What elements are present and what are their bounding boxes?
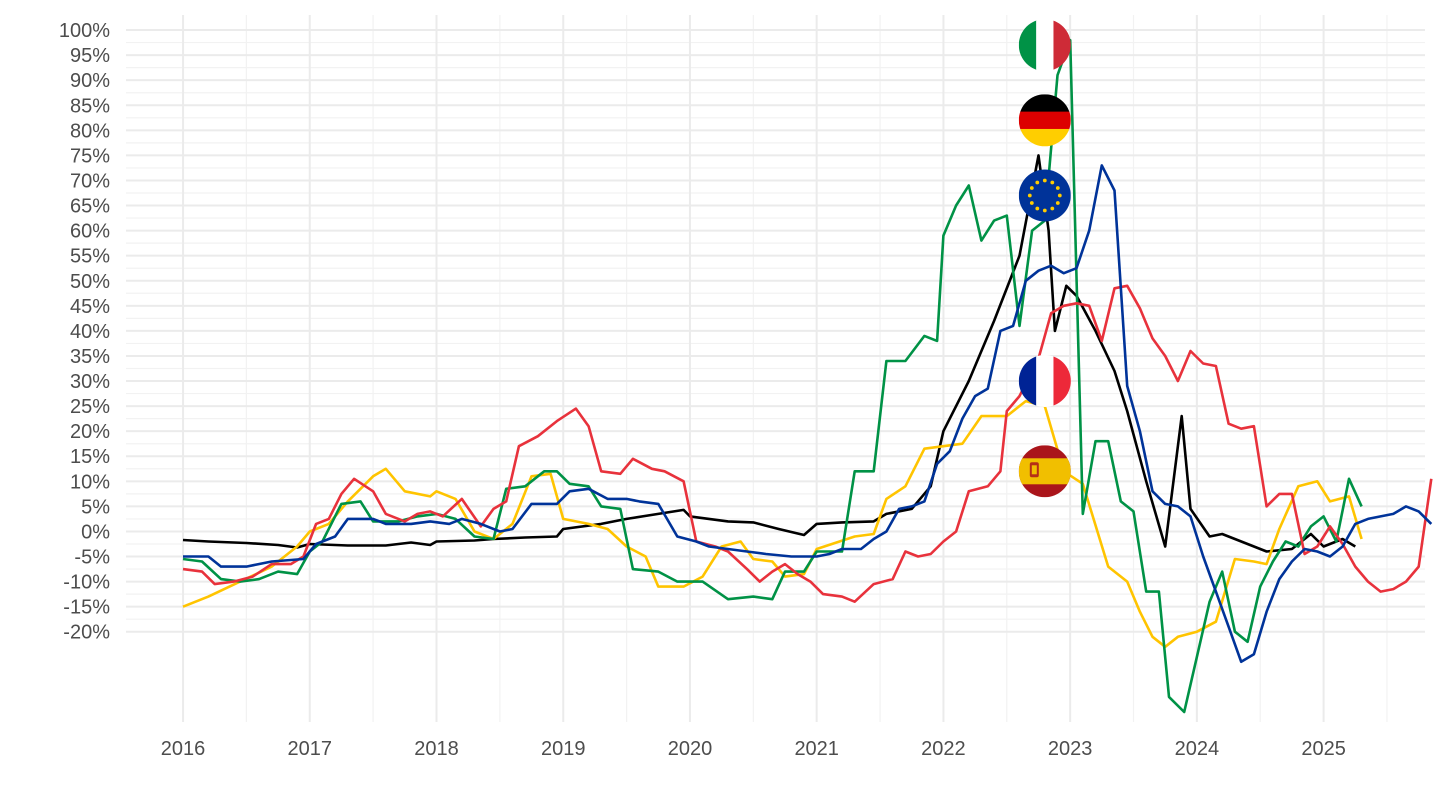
series-line-fr — [182, 284, 1433, 603]
x-tick-label: 2020 — [668, 738, 713, 760]
grid-minor — [126, 15, 1425, 722]
y-tick-label: 95% — [70, 45, 110, 67]
spain-flag-icon — [1018, 445, 1071, 498]
y-tick-label: 65% — [70, 196, 110, 218]
y-tick-label: 85% — [70, 95, 110, 117]
series-line-eu — [183, 164, 1433, 664]
x-tick-label: 2018 — [414, 738, 459, 760]
x-axis: 2016 2017 2018 2019 2020 2021 2022 2023 2024 2025 — [161, 738, 1346, 760]
y-tick-label: 5% — [81, 496, 110, 518]
y-tick-label: 40% — [70, 321, 110, 343]
y-tick-label: -10% — [63, 572, 110, 594]
y-tick-label: 20% — [70, 421, 110, 443]
x-tick-label: 2021 — [794, 738, 839, 760]
y-tick-label: 80% — [70, 120, 110, 142]
series-lines — [182, 38, 1433, 714]
y-tick-label: -5% — [74, 547, 110, 569]
series-line-it — [182, 38, 1363, 714]
y-tick-label: 90% — [70, 70, 110, 92]
y-tick-label: 30% — [70, 371, 110, 393]
x-tick-label: 2025 — [1301, 738, 1346, 760]
y-tick-label: -15% — [63, 597, 110, 619]
y-tick-label: 0% — [81, 521, 110, 543]
y-tick-label: 10% — [70, 471, 110, 493]
france-flag-icon — [1018, 355, 1071, 408]
x-tick-label: 2019 — [541, 738, 586, 760]
germany-flag-icon — [1018, 94, 1071, 147]
series-line-es — [182, 399, 1363, 649]
y-tick-label: 25% — [70, 396, 110, 418]
x-tick-label: 2017 — [288, 738, 333, 760]
y-tick-label: 50% — [70, 271, 110, 293]
y-tick-label: 15% — [70, 446, 110, 468]
y-tick-label: 55% — [70, 246, 110, 268]
y-tick-label: 45% — [70, 296, 110, 318]
y-tick-label: 35% — [70, 346, 110, 368]
x-tick-label: 2023 — [1048, 738, 1093, 760]
y-tick-label: 60% — [70, 221, 110, 243]
grid-major — [126, 15, 1425, 722]
y-axis: 100% 95% 90% 85% 80% 75% 70% 65% 60% 55% 50% 45% 40%… — [59, 20, 110, 644]
y-tick-label: 70% — [70, 170, 110, 192]
eu-flag-icon — [1018, 169, 1071, 222]
y-tick-label: -20% — [63, 622, 110, 644]
y-tick-label: 100% — [59, 20, 110, 42]
y-tick-label: 75% — [70, 145, 110, 167]
italy-flag-icon — [1018, 19, 1071, 72]
flag-markers — [1018, 19, 1071, 498]
x-tick-label: 2022 — [921, 738, 966, 760]
x-tick-label: 2016 — [161, 738, 206, 760]
x-tick-label: 2024 — [1175, 738, 1220, 760]
